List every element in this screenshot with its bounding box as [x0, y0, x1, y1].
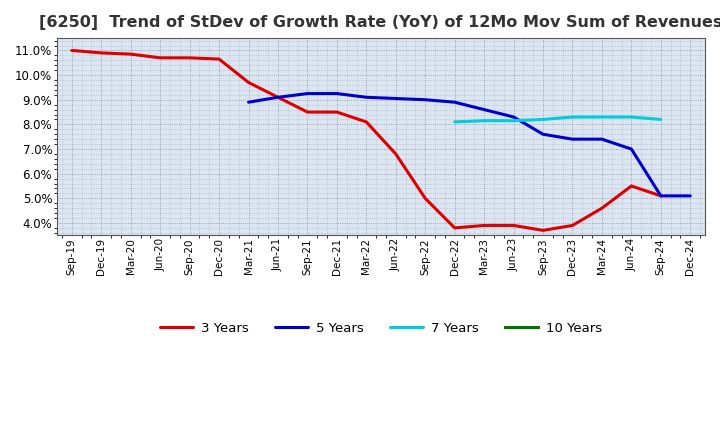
5 Years: [598, 136, 606, 142]
Line: 5 Years: 5 Years: [248, 94, 690, 196]
3 Years: [303, 110, 312, 115]
5 Years: [568, 136, 577, 142]
5 Years: [686, 193, 695, 198]
7 Years: [657, 117, 665, 122]
3 Years: [568, 223, 577, 228]
3 Years: [274, 95, 282, 100]
5 Years: [421, 97, 430, 103]
3 Years: [480, 223, 488, 228]
7 Years: [509, 118, 518, 123]
5 Years: [303, 91, 312, 96]
3 Years: [657, 193, 665, 198]
Title: [6250]  Trend of StDev of Growth Rate (YoY) of 12Mo Mov Sum of Revenues: [6250] Trend of StDev of Growth Rate (Yo…: [40, 15, 720, 30]
3 Years: [156, 55, 164, 60]
3 Years: [392, 151, 400, 157]
3 Years: [450, 225, 459, 231]
7 Years: [539, 117, 547, 122]
3 Years: [333, 110, 341, 115]
3 Years: [97, 50, 106, 55]
3 Years: [539, 228, 547, 233]
3 Years: [421, 196, 430, 201]
3 Years: [215, 56, 223, 62]
3 Years: [627, 183, 636, 189]
5 Years: [509, 114, 518, 120]
5 Years: [657, 193, 665, 198]
7 Years: [450, 119, 459, 125]
3 Years: [509, 223, 518, 228]
3 Years: [185, 55, 194, 60]
3 Years: [68, 48, 76, 53]
3 Years: [362, 119, 371, 125]
5 Years: [333, 91, 341, 96]
7 Years: [598, 114, 606, 120]
5 Years: [480, 107, 488, 112]
5 Years: [627, 147, 636, 152]
5 Years: [244, 99, 253, 105]
5 Years: [392, 96, 400, 101]
Line: 3 Years: 3 Years: [72, 51, 661, 231]
5 Years: [450, 99, 459, 105]
3 Years: [244, 80, 253, 85]
5 Years: [539, 132, 547, 137]
3 Years: [598, 205, 606, 211]
Line: 7 Years: 7 Years: [454, 117, 661, 122]
7 Years: [627, 114, 636, 120]
7 Years: [568, 114, 577, 120]
3 Years: [127, 51, 135, 57]
7 Years: [480, 118, 488, 123]
Legend: 3 Years, 5 Years, 7 Years, 10 Years: 3 Years, 5 Years, 7 Years, 10 Years: [155, 317, 608, 341]
5 Years: [274, 95, 282, 100]
5 Years: [362, 95, 371, 100]
